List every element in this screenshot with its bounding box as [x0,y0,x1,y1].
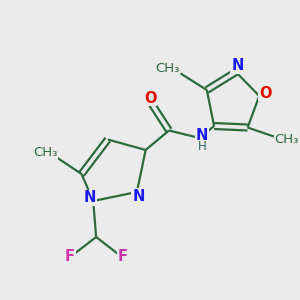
Text: CH₃: CH₃ [155,62,180,76]
Text: CH₃: CH₃ [33,146,57,160]
Text: N: N [132,189,145,204]
Text: CH₃: CH₃ [275,133,299,146]
Text: N: N [84,190,97,206]
Text: O: O [259,85,271,100]
Text: H: H [197,140,206,154]
Text: O: O [144,91,156,106]
Text: F: F [65,249,75,264]
Text: N: N [231,58,244,74]
Text: N: N [196,128,208,142]
Text: F: F [117,249,127,264]
